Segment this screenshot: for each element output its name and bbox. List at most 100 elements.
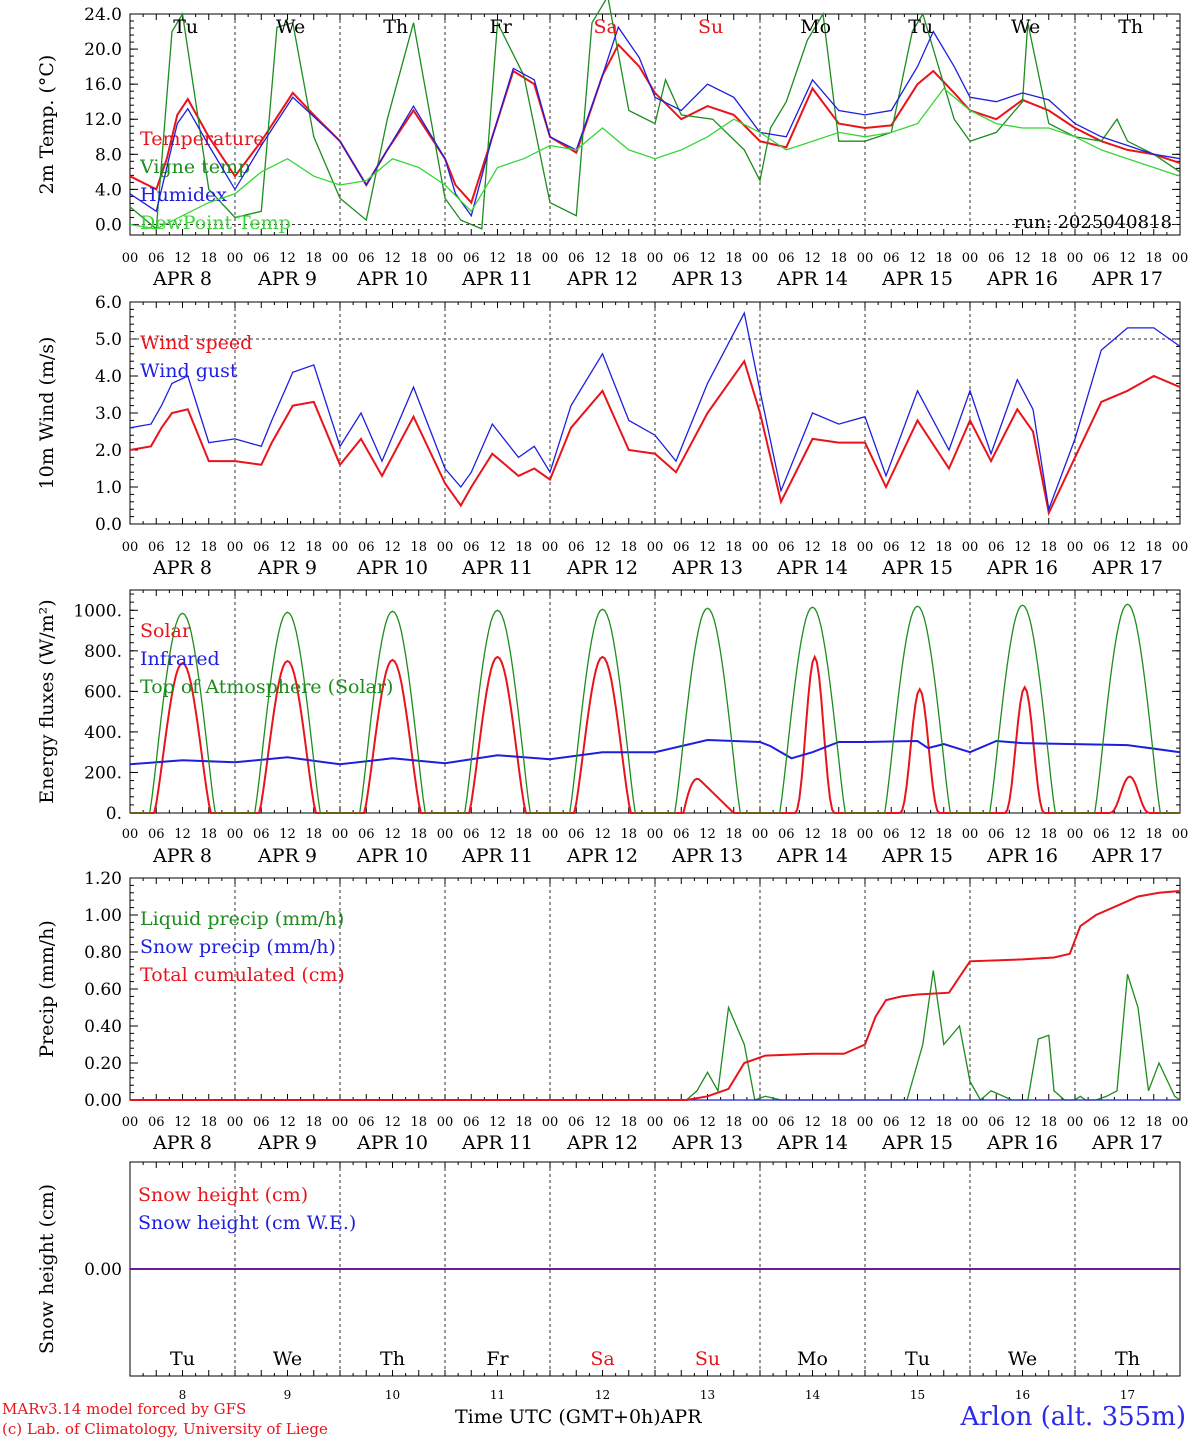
hour-tick-label: 12 <box>699 540 716 555</box>
hour-tick-label: 06 <box>1093 827 1110 842</box>
hour-tick-label: 12 <box>174 1115 191 1130</box>
date-label: APR 14 <box>776 1132 848 1154</box>
y-tick-label: 600. <box>84 682 122 702</box>
hour-tick-label: 12 <box>594 827 611 842</box>
date-label: APR 16 <box>986 845 1058 867</box>
hour-tick-label: 06 <box>568 1115 585 1130</box>
hour-tick-label: 18 <box>620 827 637 842</box>
hour-tick-label: 06 <box>463 540 480 555</box>
date-label: APR 12 <box>566 557 638 579</box>
hour-tick-label: 06 <box>253 827 270 842</box>
hour-tick-label: 00 <box>857 1115 874 1130</box>
hour-tick-label: 18 <box>410 251 427 266</box>
day-of-week-label: We <box>276 16 305 38</box>
date-label: APR 11 <box>461 557 533 579</box>
hour-tick-label: 18 <box>1040 827 1057 842</box>
hour-tick-label: 06 <box>673 251 690 266</box>
date-label: APR 14 <box>776 845 848 867</box>
hour-tick-label: 00 <box>1172 1115 1189 1130</box>
hour-tick-label: 12 <box>594 540 611 555</box>
hour-tick-label: 12 <box>909 251 926 266</box>
day-of-week-label: Fr <box>486 1348 509 1370</box>
hour-tick-label: 06 <box>358 251 375 266</box>
hour-tick-label: 18 <box>935 251 952 266</box>
hour-tick-label: 18 <box>305 540 322 555</box>
hour-tick-label: 18 <box>830 251 847 266</box>
y-tick-label: 16.0 <box>84 75 122 95</box>
hour-tick-label: 00 <box>542 251 559 266</box>
hour-tick-label: 18 <box>515 540 532 555</box>
day-number-label: 12 <box>595 1388 610 1402</box>
hour-tick-label: 00 <box>332 1115 349 1130</box>
y-tick-label: 0. <box>106 804 122 824</box>
series-line-wind-gust <box>129 311 1181 512</box>
date-label: APR 13 <box>671 268 743 290</box>
y-tick-label: 1.20 <box>84 869 122 889</box>
hour-tick-label: 00 <box>542 540 559 555</box>
hour-tick-label: 18 <box>620 251 637 266</box>
day-number-label: 16 <box>1015 1388 1030 1402</box>
hour-tick-label: 06 <box>883 251 900 266</box>
hour-tick-label: 06 <box>148 1115 165 1130</box>
hour-tick-label: 18 <box>935 827 952 842</box>
date-label: APR 10 <box>356 845 428 867</box>
day-number-label: 14 <box>805 1388 821 1402</box>
date-label: APR 12 <box>566 845 638 867</box>
date-label: APR 14 <box>776 268 848 290</box>
y-axis-label: Snow height (cm) <box>36 1184 58 1354</box>
hour-tick-label: 06 <box>253 1115 270 1130</box>
hour-tick-label: 00 <box>857 251 874 266</box>
y-tick-label: 4.0 <box>95 180 122 200</box>
hour-tick-label: 06 <box>673 1115 690 1130</box>
hour-tick-label: 18 <box>725 540 742 555</box>
hour-tick-label: 06 <box>568 251 585 266</box>
hour-tick-label: 06 <box>883 540 900 555</box>
hour-tick-label: 12 <box>1014 540 1031 555</box>
hour-tick-label: 18 <box>410 1115 427 1130</box>
hour-tick-label: 00 <box>122 251 139 266</box>
hour-tick-label: 18 <box>410 827 427 842</box>
hour-tick-label: 06 <box>148 251 165 266</box>
legend-entry: Humidex <box>140 184 227 206</box>
hour-tick-label: 06 <box>988 827 1005 842</box>
legend-entry: Snow height (cm) <box>138 1184 308 1206</box>
y-tick-label: 5.0 <box>95 330 122 350</box>
hour-tick-label: 12 <box>1119 540 1136 555</box>
plot-frame <box>129 589 1181 814</box>
day-of-week-label: Tu <box>908 16 933 38</box>
day-number-label: 10 <box>385 1388 400 1402</box>
hour-tick-label: 06 <box>883 1115 900 1130</box>
day-of-week-label: We <box>273 1348 302 1370</box>
hour-tick-label: 00 <box>857 827 874 842</box>
hour-tick-label: 06 <box>673 827 690 842</box>
hour-tick-label: 12 <box>1119 827 1136 842</box>
hour-tick-label: 00 <box>227 827 244 842</box>
date-label: APR 9 <box>257 268 317 290</box>
y-tick-label: 0.20 <box>84 1054 122 1074</box>
hour-tick-label: 18 <box>305 827 322 842</box>
hour-tick-label: 00 <box>122 540 139 555</box>
date-label: APR 9 <box>257 557 317 579</box>
hour-tick-label: 12 <box>174 827 191 842</box>
y-tick-label: 200. <box>84 763 122 783</box>
hour-tick-label: 12 <box>489 251 506 266</box>
hour-tick-label: 00 <box>962 540 979 555</box>
time-axis-label: Time UTC (GMT+0h)APR <box>455 1406 702 1428</box>
day-number-label: 8 <box>179 1388 187 1402</box>
date-label: APR 16 <box>986 1132 1058 1154</box>
series-line-temperature <box>129 42 1181 205</box>
hour-tick-label: 06 <box>253 540 270 555</box>
hour-tick-label: 12 <box>699 1115 716 1130</box>
date-label: APR 11 <box>461 1132 533 1154</box>
hour-tick-label: 12 <box>1119 1115 1136 1130</box>
y-axis-label: Energy fluxes (W/m²) <box>36 599 58 803</box>
date-label: APR 11 <box>461 268 533 290</box>
hour-tick-label: 12 <box>489 1115 506 1130</box>
hour-tick-label: 18 <box>935 540 952 555</box>
series-line-wind-speed <box>129 358 1181 517</box>
day-of-week-label: Th <box>1118 16 1143 38</box>
hour-tick-label: 06 <box>463 1115 480 1130</box>
date-label: APR 17 <box>1091 1132 1163 1154</box>
hour-tick-label: 18 <box>725 827 742 842</box>
day-of-week-label: Tu <box>905 1348 930 1370</box>
